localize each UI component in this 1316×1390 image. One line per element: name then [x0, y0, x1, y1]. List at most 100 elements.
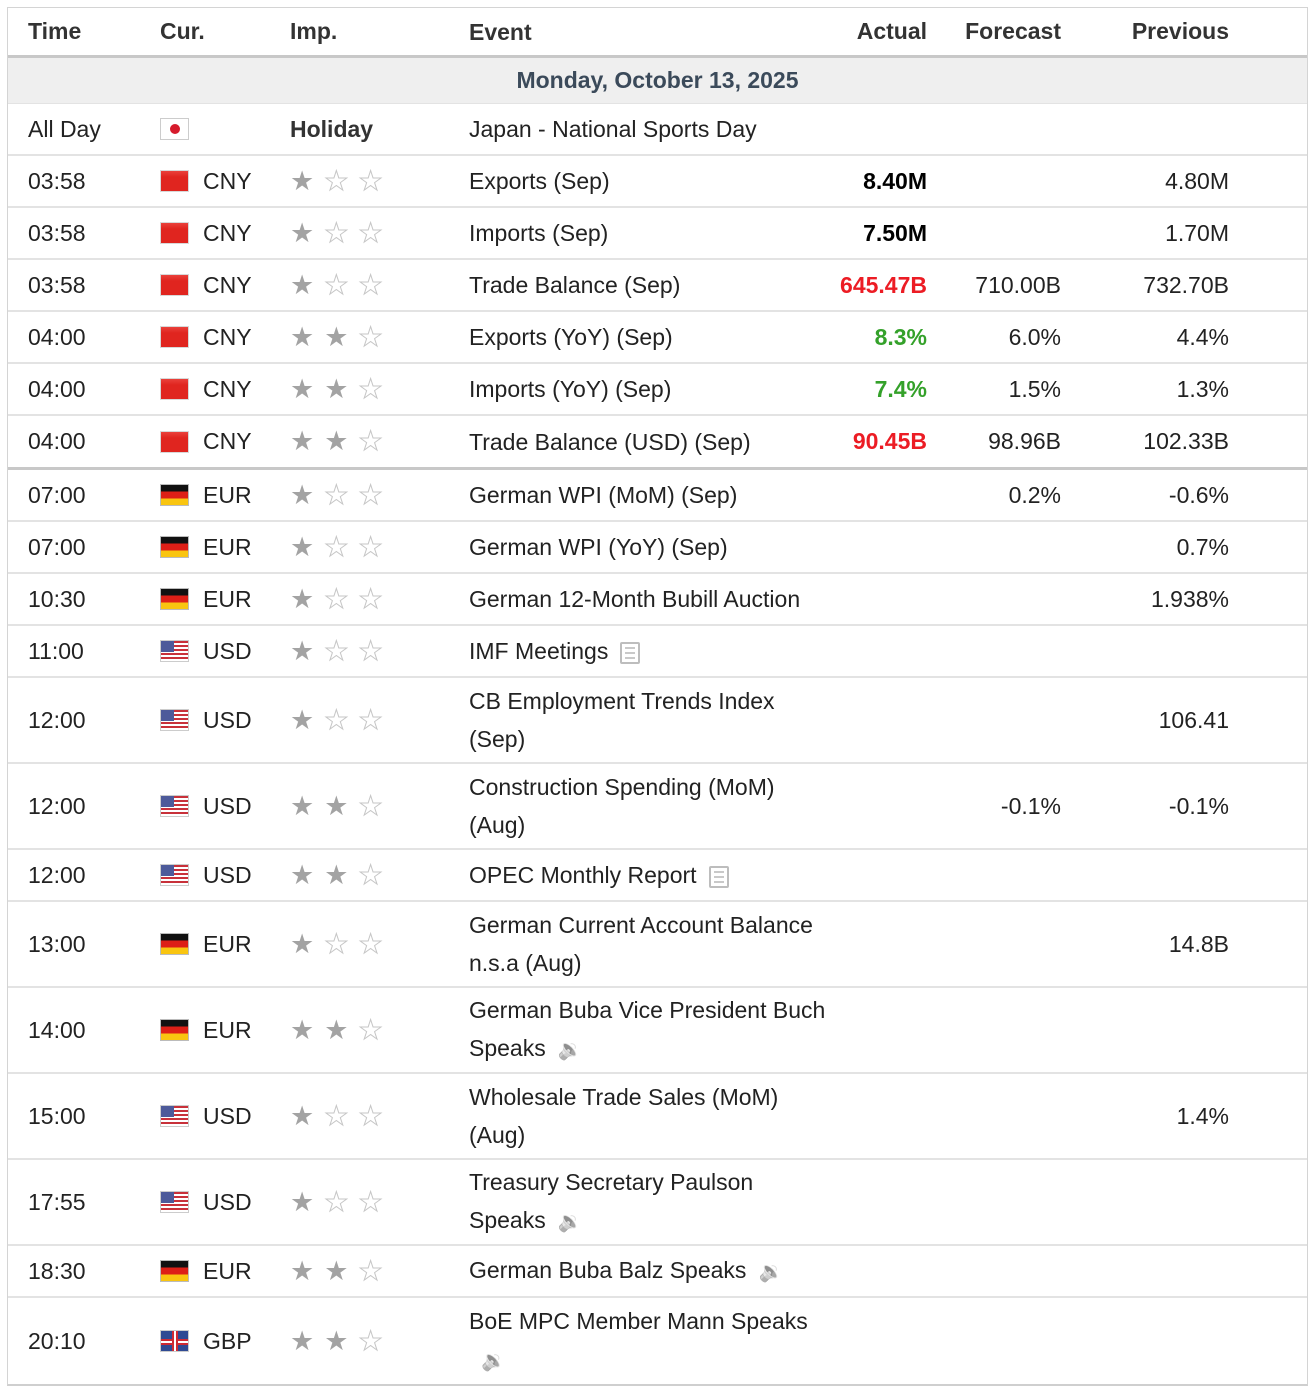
table-row[interactable]: 04:00 CNY ★ ★ ★ Exports (YoY) (Sep) 8.3% 6.0% 4.… [8, 312, 1307, 364]
table-row[interactable]: 07:00 EUR ★ ★ ★ German WPI (YoY) (Sep) 0.7% [8, 522, 1307, 574]
event-name[interactable]: Japan - National Sports Day [469, 116, 757, 142]
gb-flag-icon [160, 1330, 189, 1352]
forecast-cell: 98.96B [988, 428, 1061, 454]
table-row[interactable]: 12:00 USD ★ ★ ★ CB Employment Trends Index (S… [8, 678, 1307, 764]
header-currency[interactable]: Cur. [160, 18, 205, 44]
header-forecast[interactable]: Forecast [965, 18, 1061, 44]
event-cell[interactable]: Treasury Secretary Paulson Speaks 🔉 [469, 1163, 829, 1241]
event-name[interactable]: Exports (Sep) [469, 168, 610, 194]
event-name[interactable]: German 12-Month Bubill Auction [469, 586, 801, 612]
currency-code: CNY [203, 375, 252, 402]
currency-cell: GBP [160, 1328, 252, 1355]
table-row[interactable]: 03:58 CNY ★ ★ ★ Exports (Sep) 8.40M 4.80M [8, 156, 1307, 208]
event-cell[interactable]: Exports (Sep) [469, 162, 829, 200]
report-icon[interactable] [620, 641, 641, 664]
event-name[interactable]: Construction Spending (MoM) (Aug) [469, 774, 775, 838]
report-icon[interactable] [708, 865, 729, 888]
event-cell[interactable]: German Buba Balz Speaks 🔉 [469, 1251, 829, 1291]
star-icon: ★ [358, 928, 383, 959]
cn-flag-icon [160, 274, 189, 296]
event-cell[interactable]: OPEC Monthly Report [469, 856, 829, 894]
importance-cell: ★ ★ ★ [290, 1188, 393, 1216]
time-cell: 12:00 [28, 861, 86, 888]
table-row[interactable]: 07:00 EUR ★ ★ ★ German WPI (MoM) (Sep) 0.2% -0.… [8, 470, 1307, 522]
event-cell[interactable]: Trade Balance (Sep) [469, 266, 829, 304]
speaker-icon[interactable]: 🔉 [557, 1210, 583, 1233]
event-name[interactable]: German Buba Vice President Buch Speaks [469, 997, 826, 1062]
table-row[interactable]: 12:00 USD ★ ★ ★ OPEC Monthly Report [8, 850, 1307, 902]
currency-code: CNY [203, 323, 252, 350]
table-row[interactable]: 13:00 EUR ★ ★ ★ German Current Account Balanc… [8, 902, 1307, 988]
time-cell: 03:58 [28, 167, 86, 194]
header-importance[interactable]: Imp. [290, 18, 338, 44]
event-name[interactable]: BoE MPC Member Mann Speaks [469, 1308, 808, 1335]
table-row[interactable]: 17:55 USD ★ ★ ★ Treasury Secretary Paulson Sp… [8, 1160, 1307, 1246]
previous-cell: 106.41 [1158, 706, 1229, 733]
event-name[interactable]: CB Employment Trends Index (Sep) [469, 688, 775, 752]
table-row[interactable]: 03:58 CNY ★ ★ ★ Imports (Sep) 7.50M 1.70M [8, 208, 1307, 260]
event-cell[interactable]: BoE MPC Member Mann Speaks 🔉 [469, 1302, 829, 1380]
event-cell[interactable]: IMF Meetings [469, 632, 829, 670]
currency-cell: EUR [160, 534, 252, 561]
time-cell: 04:00 [28, 323, 86, 350]
star-icon: ★ [290, 1255, 315, 1286]
event-name[interactable]: German Current Account Balance n.s.a (Au… [469, 912, 813, 976]
event-cell[interactable]: Trade Balance (USD) (Sep) [469, 423, 829, 461]
event-cell[interactable]: German 12-Month Bubill Auction [469, 580, 829, 618]
event-cell[interactable]: Construction Spending (MoM) (Aug) [469, 768, 829, 844]
event-name[interactable]: OPEC Monthly Report [469, 862, 697, 888]
table-row[interactable]: 14:00 EUR ★ ★ ★ German Buba Vice President Bu… [8, 988, 1307, 1074]
importance-cell: ★ ★ ★ [290, 585, 393, 613]
event-cell[interactable]: German Buba Vice President Buch Speaks 🔉 [469, 991, 829, 1069]
star-icon: ★ [290, 373, 315, 404]
event-cell[interactable]: Imports (YoY) (Sep) [469, 370, 829, 408]
event-cell[interactable]: German WPI (MoM) (Sep) [469, 476, 829, 514]
table-row[interactable]: 04:00 CNY ★ ★ ★ Trade Balance (USD) (Sep) 90.4… [8, 416, 1307, 470]
event-name[interactable]: German WPI (YoY) (Sep) [469, 534, 728, 560]
currency-code: USD [203, 1102, 252, 1129]
event-name[interactable]: Trade Balance (USD) (Sep) [469, 428, 751, 455]
table-row[interactable]: 04:00 CNY ★ ★ ★ Imports (YoY) (Sep) 7.4% 1.5% 1.… [8, 364, 1307, 416]
event-name[interactable]: Imports (Sep) [469, 220, 609, 246]
table-row[interactable]: 10:30 EUR ★ ★ ★ German 12-Month Bubill Auctio… [8, 574, 1307, 626]
star-icon: ★ [324, 790, 349, 821]
table-row[interactable]: 20:10 GBP ★ ★ ★ BoE MPC Member Mann Speaks 🔉 [8, 1298, 1307, 1384]
event-cell[interactable]: CB Employment Trends Index (Sep) [469, 682, 829, 758]
speaker-icon[interactable]: 🔉 [758, 1260, 784, 1283]
event-cell[interactable]: Wholesale Trade Sales (MoM) (Aug) [469, 1078, 829, 1154]
table-row[interactable]: 03:58 CNY ★ ★ ★ Trade Balance (Sep) 645.47B 710… [8, 260, 1307, 312]
star-icon: ★ [290, 531, 315, 562]
header-event[interactable]: Event [469, 18, 532, 45]
currency-cell: CNY [160, 324, 252, 351]
header-actual[interactable]: Actual [856, 18, 927, 44]
table-row[interactable]: 15:00 USD ★ ★ ★ Wholesale Trade Sales (MoM) (… [8, 1074, 1307, 1160]
event-cell[interactable]: German WPI (YoY) (Sep) [469, 528, 829, 566]
event-name[interactable]: German Buba Balz Speaks [469, 1257, 747, 1284]
header-time[interactable]: Time [28, 18, 82, 44]
event-name[interactable]: Exports (YoY) (Sep) [469, 324, 673, 350]
event-name[interactable]: IMF Meetings [469, 638, 609, 664]
speaker-icon[interactable]: 🔉 [557, 1038, 583, 1061]
table-row[interactable]: All Day Holiday Japan - National Sports Da… [8, 104, 1307, 156]
event-cell[interactable]: Imports (Sep) [469, 214, 829, 252]
event-name[interactable]: Treasury Secretary Paulson Speaks [469, 1169, 754, 1234]
previous-cell: 4.4% [1176, 323, 1229, 350]
table-row[interactable]: 11:00 USD ★ ★ ★ IMF Meetings [8, 626, 1307, 678]
event-name[interactable]: German WPI (MoM) (Sep) [469, 482, 738, 508]
event-cell[interactable]: German Current Account Balance n.s.a (Au… [469, 906, 829, 982]
speaker-icon[interactable]: 🔉 [481, 1349, 506, 1372]
event-cell[interactable]: Japan - National Sports Day [469, 110, 829, 148]
header-previous[interactable]: Previous [1131, 18, 1229, 44]
event-name[interactable]: Wholesale Trade Sales (MoM) (Aug) [469, 1084, 779, 1148]
table-row[interactable]: 12:00 USD ★ ★ ★ Construction Spending (MoM) (… [8, 764, 1307, 850]
star-icon: ★ [358, 373, 383, 404]
currency-cell: CNY [160, 428, 252, 455]
currency-code: GBP [203, 1327, 252, 1354]
event-name[interactable]: Trade Balance (Sep) [469, 272, 681, 298]
time-cell: 13:00 [28, 930, 86, 957]
event-name[interactable]: Imports (YoY) (Sep) [469, 376, 672, 402]
table-row[interactable]: 18:30 EUR ★ ★ ★ German Buba Balz Speaks 🔉 [8, 1246, 1307, 1298]
time-cell: 11:00 [28, 637, 84, 664]
importance-cell: ★ ★ ★ [290, 1327, 393, 1355]
event-cell[interactable]: Exports (YoY) (Sep) [469, 318, 829, 356]
